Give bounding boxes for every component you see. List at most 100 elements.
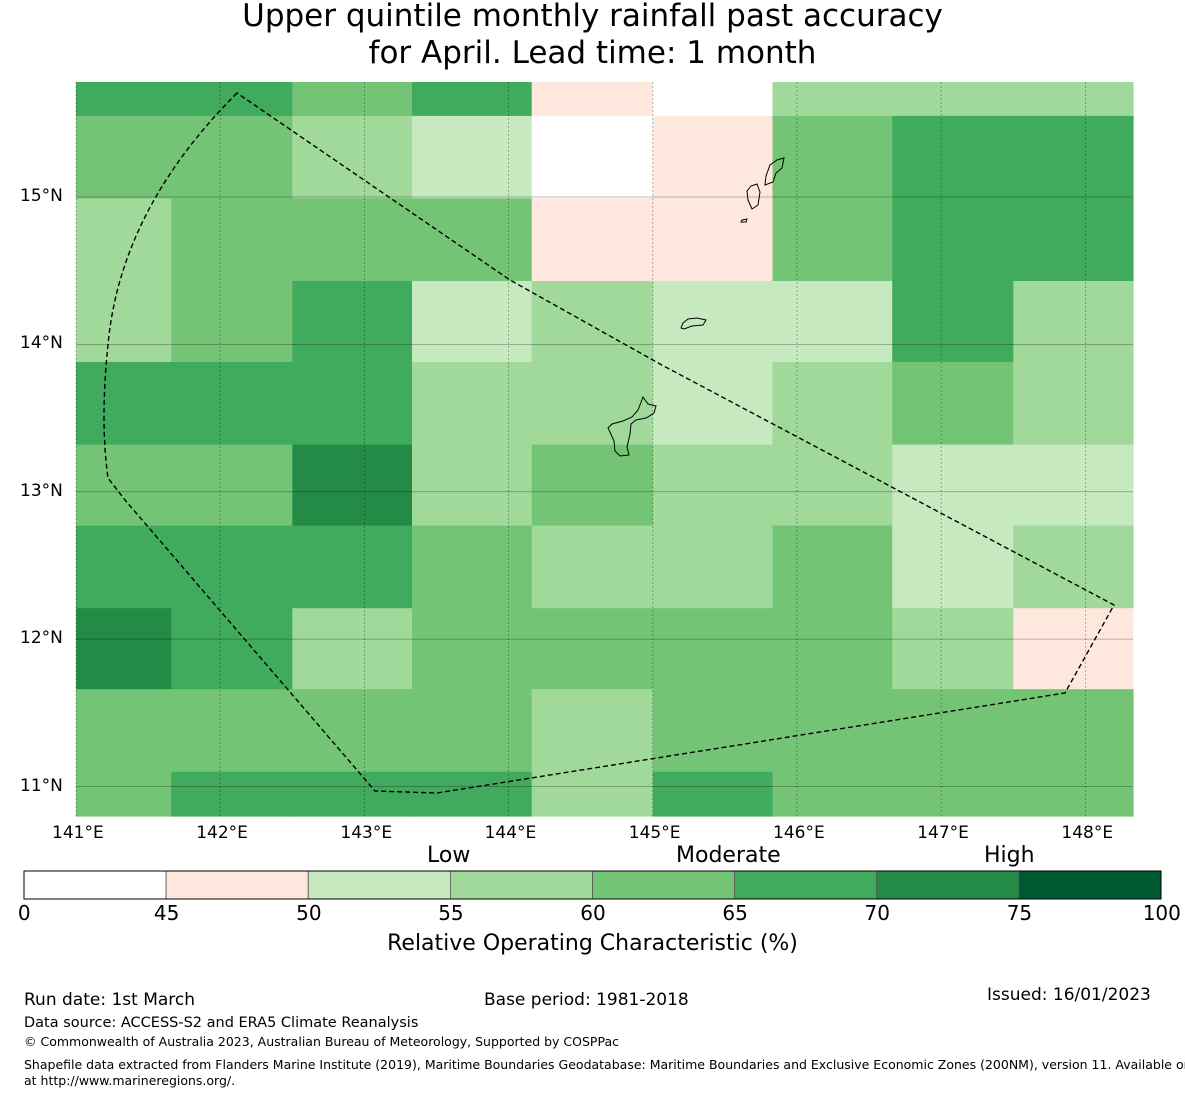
heatmap-cell xyxy=(892,115,1014,199)
heatmap-cell xyxy=(171,82,293,117)
longitude-tick-label: 142°E xyxy=(196,823,248,843)
heatmap-cell xyxy=(531,444,654,527)
heatmap-cell xyxy=(892,689,1014,773)
heatmap-cell xyxy=(772,444,893,527)
longitude-tick-label: 143°E xyxy=(340,823,393,843)
longitude-tick-label: 144°E xyxy=(484,823,537,843)
heatmap-cell xyxy=(171,362,293,446)
heatmap-cell xyxy=(76,525,172,609)
colorbar-segment xyxy=(23,870,167,900)
heatmap-cell xyxy=(772,525,893,609)
map-title-line-2: for April. Lead time: 1 month xyxy=(368,35,817,71)
category-moderate-label: Moderate xyxy=(676,843,781,868)
heatmap-cell xyxy=(171,115,293,199)
heatmap-cell xyxy=(171,608,293,690)
colorbar-tick-label: 70 xyxy=(864,901,890,925)
heatmap-cell xyxy=(892,525,1014,609)
heatmap-cell xyxy=(1013,444,1134,527)
category-low-label: Low xyxy=(427,843,471,868)
colorbar-tick-label: 55 xyxy=(438,901,464,925)
heatmap-cell xyxy=(652,198,774,282)
heatmap-cell xyxy=(772,689,893,773)
heatmap-cell xyxy=(892,198,1014,282)
heatmap-cell xyxy=(1013,689,1134,773)
colorbar-tick-label: 45 xyxy=(153,901,180,925)
heatmap-cell xyxy=(1013,362,1134,446)
latitude-tick-label: 14°N xyxy=(20,333,63,354)
guam-island xyxy=(607,395,657,457)
data-source: Data source: ACCESS-S2 and ERA5 Climate … xyxy=(24,1015,419,1031)
island-coastlines xyxy=(607,157,785,457)
heatmap-cell xyxy=(1013,608,1134,690)
heatmap-cell xyxy=(531,525,654,609)
latitude-tick-label: 11°N xyxy=(20,775,63,796)
heatmap-cell xyxy=(171,444,293,527)
category-high-label: High xyxy=(984,843,1035,868)
colorbar-segment xyxy=(592,870,736,900)
heatmap-cell xyxy=(1013,198,1134,282)
heatmap-cell xyxy=(531,771,654,817)
issued-date: Issued: 16/01/2023 xyxy=(987,985,1151,1005)
graticule xyxy=(75,82,1133,816)
heatmap-cell xyxy=(772,198,893,282)
heatmap-cell xyxy=(412,82,533,117)
run-date: Run date: 1st March xyxy=(24,990,196,1010)
heatmap-cell xyxy=(892,444,1014,527)
heatmap-cell xyxy=(772,771,893,817)
heatmap-cell xyxy=(171,281,293,363)
colorbar-tick-label: 60 xyxy=(580,901,606,925)
heatmap-cell xyxy=(412,608,533,690)
heatmap-cell xyxy=(892,362,1014,446)
heatmap-cell xyxy=(171,525,293,609)
latitude-tick-label: 15°N xyxy=(20,185,63,206)
colorbar-segment xyxy=(165,870,309,900)
heatmap-cell xyxy=(171,689,293,773)
heatmap-cell xyxy=(292,362,413,446)
colorbar-tick-label: 0 xyxy=(17,901,31,925)
heatmap-cell xyxy=(292,771,413,817)
map-title-line-1: Upper quintile monthly rainfall past acc… xyxy=(242,0,943,34)
heatmap-cell xyxy=(76,82,172,117)
longitude-tick-label: 145°E xyxy=(628,823,681,843)
heatmap-cell xyxy=(892,82,1014,117)
colorbar-segment xyxy=(449,870,593,900)
heatmap-cell xyxy=(412,198,533,282)
colorbar-outline xyxy=(23,870,1162,900)
heatmap-cell xyxy=(292,689,413,773)
base-period: Base period: 1981-2018 xyxy=(484,990,689,1010)
colorbar-tick-label: 100 xyxy=(1142,901,1181,925)
colorbar-tick-label: 65 xyxy=(722,901,748,925)
heatmap-cell xyxy=(292,608,413,690)
longitude-tick-label: 141°E xyxy=(52,823,104,843)
colorbar-label: Relative Operating Characteristic (%) xyxy=(387,931,798,956)
latitude-tick-label: 13°N xyxy=(20,480,63,501)
heatmap-cell xyxy=(772,362,893,446)
heatmap-cell xyxy=(652,115,774,199)
colorbar-segment xyxy=(307,870,451,900)
colorbar-tick-label: 50 xyxy=(296,901,322,925)
heatmap-cell xyxy=(892,771,1014,817)
colorbar-segment xyxy=(734,870,878,900)
rota-island xyxy=(680,317,707,330)
heatmap-cell xyxy=(171,198,293,282)
colorbar xyxy=(23,870,1162,900)
shapefile-credit-line-2: at http://www.marineregions.org/. xyxy=(24,1073,236,1088)
saipan-island xyxy=(764,157,785,186)
heatmap-cell xyxy=(76,771,172,817)
heatmap-cell xyxy=(76,281,172,363)
heatmap-cell xyxy=(412,362,533,446)
heatmap-cell xyxy=(76,115,172,199)
heatmap-cell xyxy=(412,281,533,363)
eez-boundary xyxy=(103,92,1115,794)
latitude-tick-label: 12°N xyxy=(20,628,63,649)
colorbar-segment xyxy=(1018,870,1162,900)
heatmap-cell xyxy=(1013,281,1134,363)
longitude-tick-label: 148°E xyxy=(1061,823,1114,843)
heatmap-cell xyxy=(772,281,893,363)
heatmap-cell xyxy=(531,198,654,282)
heatmap-cell xyxy=(531,689,654,773)
heatmap-cell xyxy=(652,281,774,363)
heatmap-cell xyxy=(892,281,1014,363)
heatmap-cell xyxy=(1013,82,1134,117)
heatmap-cell xyxy=(76,362,172,446)
